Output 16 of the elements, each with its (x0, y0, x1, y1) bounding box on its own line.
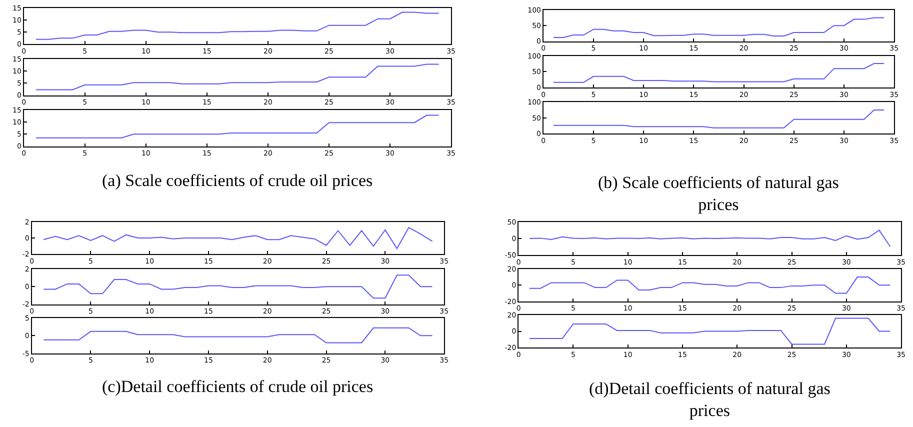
line-series (36, 114, 440, 138)
text: (d)Detail coefficients of natural gas prices (589, 379, 830, 420)
line-series (43, 227, 433, 250)
line-series (529, 318, 891, 345)
line-series (43, 274, 433, 299)
line-series (529, 230, 891, 248)
line-series (552, 109, 885, 128)
line-series (552, 63, 885, 83)
text: (a) Scale coefficients of crude oil prices (102, 171, 373, 190)
line-series (552, 17, 885, 38)
line-series (36, 12, 440, 40)
line-series (529, 276, 891, 294)
text: (c)Detail coefficients of crude oil prices (102, 377, 374, 396)
line-series (43, 327, 433, 344)
line-series (36, 64, 440, 90)
text: (b) Scale coefficients of natural gas prices (598, 173, 839, 214)
